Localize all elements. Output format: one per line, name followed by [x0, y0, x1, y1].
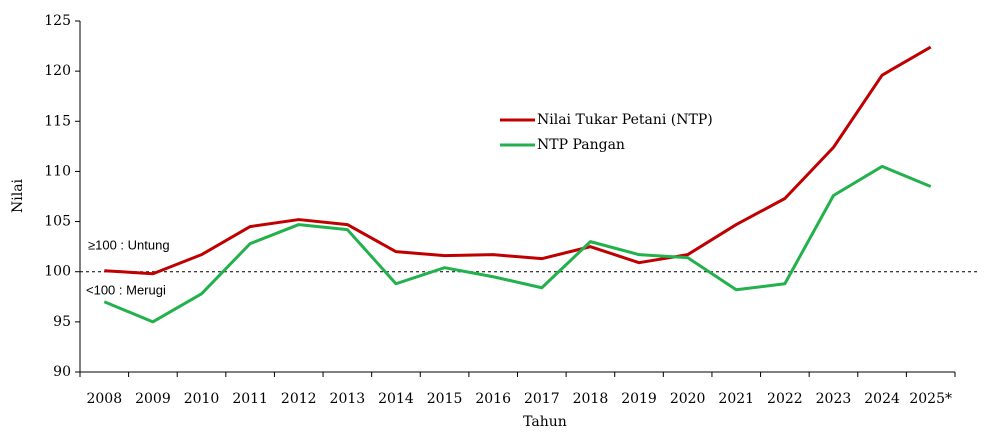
x-tick-label: 2008 [86, 391, 122, 407]
x-tick-label: 2013 [330, 391, 366, 407]
y-axis-label: Nilai [10, 178, 26, 213]
y-tick-label: 110 [44, 163, 71, 179]
series-line [103, 164, 932, 324]
annotation: <100 : Merugi [86, 282, 166, 297]
x-tick-label: 2021 [718, 391, 754, 407]
y-tick-label: 115 [44, 113, 71, 129]
x-tick-label: 2011 [232, 391, 268, 407]
x-tick-label: 2017 [524, 391, 560, 407]
y-tick-label: 90 [53, 364, 71, 380]
y-tick-label: 95 [53, 314, 71, 330]
x-tick-label: 2018 [573, 391, 609, 407]
y-tick-label: 100 [44, 264, 71, 280]
annotation: ≥100 : Untung [88, 237, 170, 252]
x-tick-label: 2023 [816, 391, 852, 407]
x-tick-label: 2025* [909, 391, 952, 407]
x-tick-label: 2024 [864, 391, 900, 407]
x-tick-label: 2022 [767, 391, 803, 407]
x-tick-label: 2012 [281, 391, 317, 407]
series-line [104, 45, 932, 276]
y-tick-label: 105 [44, 214, 71, 230]
legend-label: Nilai Tukar Petani (NTP) [537, 112, 713, 128]
x-tick-label: 2009 [135, 391, 171, 407]
y-tick-label: 125 [44, 13, 71, 29]
x-tick-label: 2014 [378, 391, 414, 407]
x-tick-label: 2015 [427, 391, 463, 407]
x-tick-label: 2016 [475, 391, 511, 407]
x-tick-label: 2020 [670, 391, 706, 407]
x-axis-label: Tahun [523, 414, 567, 430]
x-tick-label: 2010 [184, 391, 220, 407]
legend-label: NTP Pangan [537, 137, 625, 153]
y-tick-label: 120 [44, 63, 71, 79]
x-tick-label: 2019 [621, 391, 657, 407]
